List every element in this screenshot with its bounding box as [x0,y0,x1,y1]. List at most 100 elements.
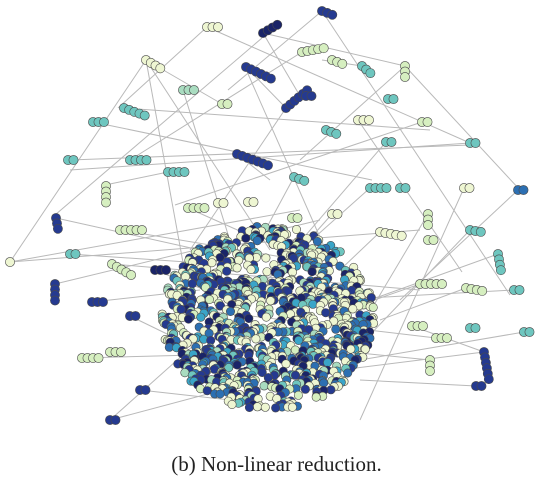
cluster-node [263,373,273,383]
edge [227,10,323,91]
chain-node [161,265,171,275]
cluster-node [331,324,341,334]
cluster-node [293,390,303,400]
cluster-node [291,225,301,235]
cluster-node [308,299,318,309]
cluster-node [323,357,333,367]
cluster-node [348,304,358,314]
edge [359,379,477,387]
edge [339,231,381,271]
chain-node [292,213,303,223]
chain-node [137,225,147,235]
chain-node [265,73,276,84]
chain-node [98,297,108,307]
chain-node [99,117,109,127]
edge [244,66,331,261]
chain-node [272,19,283,30]
edge [92,121,373,181]
chain-node [425,366,435,376]
edge [262,32,406,67]
cluster-node [251,334,261,344]
chain-node [179,167,190,177]
chain-node [337,58,348,69]
chain-node [126,270,137,280]
chain-node [495,265,506,276]
chain-node [381,183,392,193]
chain-node [400,183,411,193]
chain-node [218,198,229,208]
chain-node [470,323,481,333]
edge [379,287,467,321]
cluster-node [202,386,212,396]
chain-node [299,175,310,186]
cluster-node [368,302,378,312]
chain-node [101,197,111,208]
cluster-node [346,344,356,354]
chain-node [93,353,104,363]
edge [129,51,303,161]
edge [104,171,169,186]
chain-node [514,285,525,295]
chain-node [263,160,273,171]
chain-node [140,385,151,395]
chain-node [396,230,407,241]
network-graph [5,6,535,425]
cluster-node [311,392,321,402]
chain-node [477,285,488,296]
figure-caption: (b) Non-linear reduction. [171,452,382,476]
chain-node [50,295,60,306]
cluster-node [232,360,242,370]
edge [189,107,287,251]
cluster-node [244,402,254,412]
chain-node [386,137,397,147]
edge [339,351,485,371]
chain-node [53,223,63,234]
chain-node [331,128,342,139]
cluster-node [261,253,271,263]
chain-node [327,9,338,20]
chain-node [364,115,374,125]
chain-node [518,185,529,195]
chain-node [5,257,15,267]
cluster-node [205,294,215,304]
cluster-node [261,312,271,322]
chain-node [318,43,329,54]
chain-node [400,72,410,82]
chain-node [332,209,343,219]
chain-node [483,374,494,384]
cluster-node [252,402,262,412]
chain-node [388,94,399,104]
edge [321,10,511,296]
chain-node [365,68,376,78]
edge [369,253,499,301]
chain-node [306,91,317,101]
chain-node [428,235,439,245]
cluster-node [312,237,322,247]
edge [262,32,301,97]
chain-node [189,85,199,95]
cluster-node [307,267,317,277]
chain-node [464,183,475,193]
chain-node [141,155,152,165]
cluster-node [252,236,262,246]
chain-node [470,138,481,148]
cluster-node [300,384,310,394]
chain-node [110,415,121,425]
cluster-node [222,266,232,276]
chain-node [199,203,210,213]
cluster-node [266,296,276,306]
cluster-node [215,389,225,399]
chain-node [116,347,126,357]
chain-node [68,155,79,165]
chain-node [422,117,433,127]
chain-node [476,381,487,391]
chain-node [442,333,452,343]
chain-node [418,321,428,331]
cluster-node [227,399,237,409]
edge [357,119,463,273]
cluster-node [196,312,206,322]
chain-node [437,279,447,289]
cluster-node [226,306,236,316]
chain-node [475,226,486,237]
